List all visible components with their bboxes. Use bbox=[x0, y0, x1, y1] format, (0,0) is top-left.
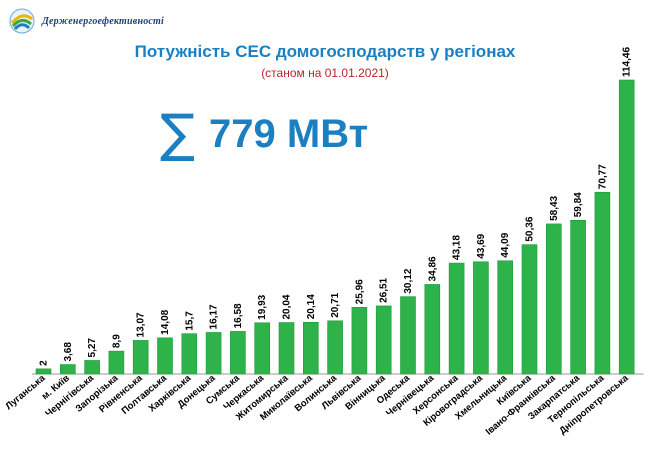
data-label: 44,09 bbox=[500, 232, 511, 257]
bar bbox=[400, 296, 416, 375]
data-label: 114,46 bbox=[622, 47, 633, 77]
data-label: 34,86 bbox=[427, 256, 438, 281]
bar bbox=[59, 364, 76, 375]
data-label: 20,71 bbox=[330, 292, 341, 317]
data-label: 15,7 bbox=[184, 311, 195, 331]
data-label: 16,58 bbox=[233, 303, 244, 328]
bar bbox=[375, 305, 392, 375]
data-label: 30,12 bbox=[403, 268, 414, 293]
bar bbox=[351, 307, 368, 375]
agency-logo: Держенергоефективності bbox=[8, 6, 164, 36]
bar bbox=[302, 321, 319, 375]
bar bbox=[230, 331, 246, 375]
data-label: 26,51 bbox=[379, 277, 390, 302]
data-label: 19,93 bbox=[257, 294, 268, 319]
data-label: 2 bbox=[39, 360, 50, 366]
sigma-icon: ∑ bbox=[160, 104, 196, 164]
data-label: 59,84 bbox=[573, 192, 584, 217]
bar bbox=[473, 261, 489, 375]
total-summary: ∑ 779 МВт bbox=[160, 108, 368, 160]
bar bbox=[254, 322, 270, 375]
total-value: 779 МВт bbox=[209, 112, 369, 156]
bar bbox=[35, 368, 52, 375]
data-label: 5,27 bbox=[87, 338, 98, 358]
bar bbox=[327, 320, 343, 375]
data-label: 20,14 bbox=[306, 294, 317, 319]
logo-globe-icon bbox=[9, 8, 35, 34]
bar bbox=[181, 333, 198, 375]
bar bbox=[570, 219, 586, 375]
chart-title: Потужність СЕС домогосподарств у регіона… bbox=[134, 42, 516, 61]
chart-subtitle: (станом на 01.01.2021) bbox=[261, 66, 389, 80]
bar bbox=[108, 350, 125, 375]
data-label: 50,36 bbox=[525, 216, 536, 241]
data-label: 25,96 bbox=[354, 279, 365, 304]
bar bbox=[618, 79, 635, 375]
bar bbox=[278, 322, 295, 375]
bar bbox=[205, 332, 222, 375]
data-label: 70,77 bbox=[597, 164, 608, 189]
data-label: 16,17 bbox=[209, 304, 220, 329]
data-label: 58,43 bbox=[549, 195, 560, 220]
bar bbox=[521, 244, 538, 375]
data-label: 43,18 bbox=[452, 235, 463, 260]
bar bbox=[545, 223, 562, 375]
logo-text: Держенергоефективності bbox=[42, 15, 165, 27]
data-label: 8,9 bbox=[111, 334, 122, 348]
data-label: 3,68 bbox=[63, 342, 74, 362]
data-label: 14,08 bbox=[160, 309, 171, 334]
bar bbox=[448, 262, 465, 375]
bar bbox=[84, 360, 100, 375]
bar bbox=[424, 284, 441, 375]
bar bbox=[132, 340, 149, 375]
bar bbox=[497, 260, 514, 375]
data-label: 13,07 bbox=[136, 312, 147, 337]
data-label: 43,69 bbox=[476, 233, 487, 258]
bar bbox=[157, 337, 173, 375]
bar bbox=[594, 191, 611, 375]
data-label: 20,04 bbox=[282, 294, 293, 319]
